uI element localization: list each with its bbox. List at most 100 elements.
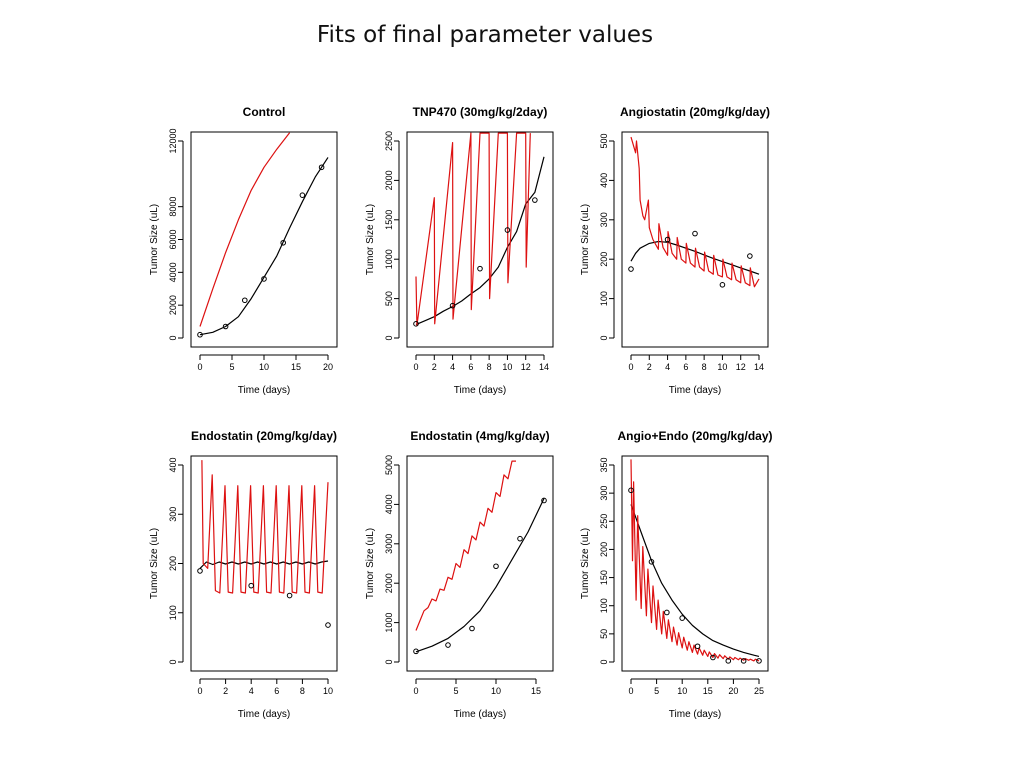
observed-point [318, 164, 325, 171]
observed-point [628, 487, 634, 494]
observed-point [449, 302, 456, 309]
x-tick-label: 0 [628, 362, 633, 372]
x-tick-label: 20 [728, 686, 738, 696]
x-tick-label: 4 [249, 686, 254, 696]
x-tick-label: 10 [677, 686, 687, 696]
observed-point [299, 192, 306, 198]
chart-title: TNP470 (30mg/kg/2day) [413, 105, 548, 119]
observed-point [719, 282, 726, 288]
x-tick-label: 10 [323, 686, 333, 696]
black-fit-line [415, 156, 545, 326]
plot-frame [406, 131, 554, 348]
x-axis: 0 2 4 6 8 10 12 14 [628, 354, 764, 372]
observed-point [493, 563, 499, 570]
observed-point [248, 582, 254, 589]
observed-point [413, 321, 419, 327]
y-tick-label: 0 [599, 659, 609, 664]
observed-point [242, 297, 248, 304]
observed-point [197, 568, 203, 574]
y-axis-label: Tumor Size (uL) [580, 204, 591, 275]
y-tick-label: 200 [168, 556, 178, 571]
x-tick-label: 12 [521, 362, 531, 372]
x-axis: 0 5 10 15 20 [197, 354, 333, 372]
x-tick-label: 6 [683, 362, 688, 372]
observed-point [261, 276, 267, 282]
x-tick-label: 5 [453, 686, 458, 696]
observed-points [413, 497, 547, 655]
y-tick-label: 0 [384, 335, 394, 340]
x-axis: 0 2 4 6 8 10 [197, 678, 333, 696]
y-tick-label: 200 [599, 252, 609, 267]
observed-points [197, 164, 325, 338]
observed-point [413, 648, 419, 655]
y-tick-label: 8000 [168, 197, 178, 217]
x-axis-label: Time (days) [669, 385, 721, 396]
y-axis: 0 1000 2000 3000 4000 5000 [384, 455, 400, 665]
observed-point [628, 266, 634, 272]
x-axis: 0 5 10 15 [413, 678, 541, 696]
y-axis: 0 2000 4000 6000 8000 12000 [168, 128, 184, 341]
series-group [199, 132, 329, 336]
y-tick-label: 0 [384, 659, 394, 664]
plot-frame [190, 131, 338, 348]
black-fit-line [630, 240, 760, 275]
chart-panel: Endostatin (20mg/kg/day) 0 2 4 6 8 10 Time (day… [149, 429, 338, 720]
y-axis: 0 500 1000 1500 2000 2500 [384, 131, 400, 341]
x-tick-label: 14 [754, 362, 764, 372]
x-axis-label: Time (days) [454, 385, 506, 396]
series-group [415, 460, 545, 653]
x-tick-label: 2 [432, 362, 437, 372]
x-tick-label: 10 [717, 362, 727, 372]
y-tick-label: 12000 [168, 128, 178, 153]
plot-frame [190, 455, 338, 672]
black-fit-line [630, 504, 760, 657]
observed-point [504, 227, 511, 233]
series-group [630, 459, 760, 662]
observed-point [679, 615, 686, 621]
x-axis-label: Time (days) [238, 385, 290, 396]
observed-point [222, 323, 229, 330]
red-fit-line [201, 460, 329, 594]
red-fit-line [630, 136, 760, 288]
y-tick-label: 300 [168, 507, 178, 522]
y-tick-label: 400 [168, 457, 178, 472]
chart-panel: Endostatin (4mg/kg/day) 0 5 10 15 Time (days)… [365, 429, 554, 720]
observed-point [517, 535, 523, 542]
observed-point [648, 559, 655, 565]
y-tick-label: 100 [168, 605, 178, 620]
observed-point [664, 236, 671, 243]
y-tick-label: 500 [599, 133, 609, 148]
y-tick-label: 3000 [384, 534, 394, 554]
observed-point [197, 331, 203, 338]
y-tick-label: 0 [168, 659, 178, 664]
y-tick-label: 300 [599, 212, 609, 227]
x-tick-label: 14 [539, 362, 549, 372]
x-axis: 0 2 4 6 8 10 12 14 [413, 354, 549, 372]
y-tick-label: 2000 [384, 170, 394, 190]
x-tick-label: 5 [654, 686, 659, 696]
series-group [199, 460, 329, 594]
x-tick-label: 10 [491, 686, 501, 696]
y-axis: 0 100 200 300 400 [168, 457, 184, 665]
observed-point [445, 642, 451, 648]
x-axis-label: Time (days) [669, 709, 721, 720]
y-tick-label: 500 [384, 291, 394, 306]
x-tick-label: 8 [300, 686, 305, 696]
chart-panel: Control 0 5 10 15 20 Time (days) 0 2000 4000 6000 8… [149, 105, 338, 396]
y-tick-label: 1500 [384, 210, 394, 230]
observed-point [469, 625, 475, 632]
x-tick-label: 25 [754, 686, 764, 696]
x-tick-label: 5 [229, 362, 234, 372]
y-axis-label: Tumor Size (uL) [365, 204, 376, 275]
red-fit-line [415, 460, 516, 631]
y-tick-label: 0 [599, 335, 609, 340]
observed-points [413, 197, 538, 327]
y-tick-label: 350 [599, 457, 609, 472]
y-tick-label: 200 [599, 542, 609, 557]
plot-frame [406, 455, 554, 672]
x-tick-label: 6 [274, 686, 279, 696]
y-tick-label: 5000 [384, 455, 394, 475]
x-tick-label: 20 [323, 362, 333, 372]
y-tick-label: 6000 [168, 229, 178, 249]
y-tick-label: 1000 [384, 613, 394, 633]
